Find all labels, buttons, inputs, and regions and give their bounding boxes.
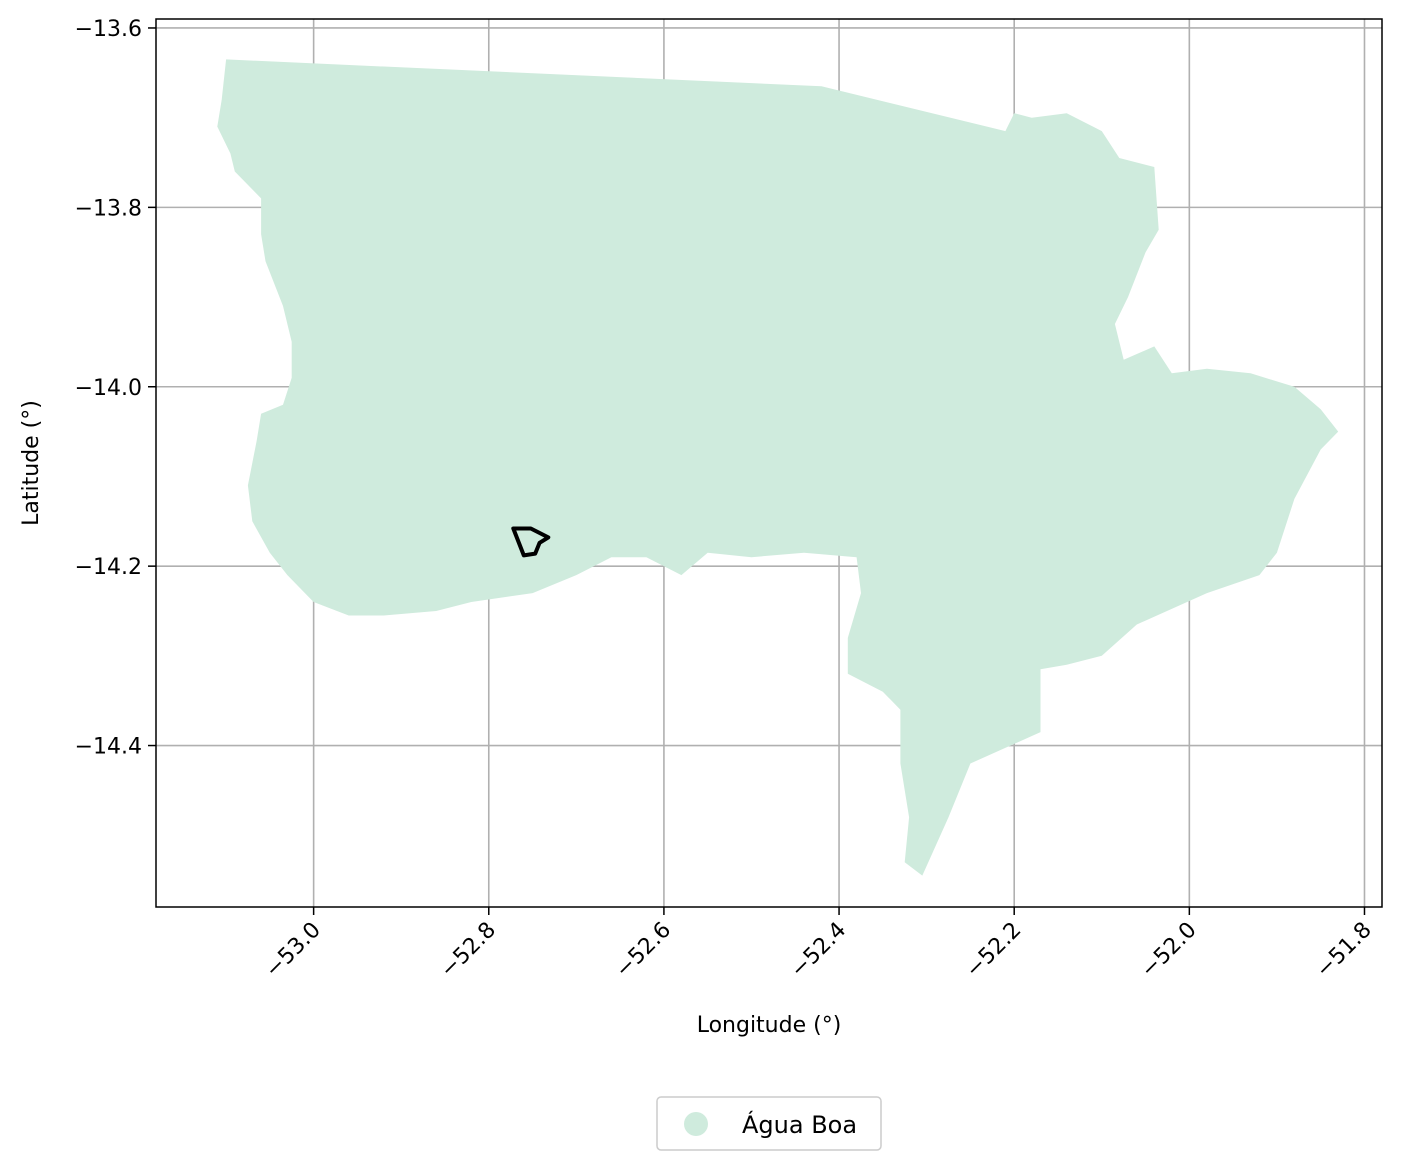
legend: Água Boa <box>656 1096 882 1151</box>
y-tick-label: −13.6 <box>75 17 142 42</box>
y-axis-label: Latitude (°) <box>19 400 44 526</box>
legend-box <box>656 1096 882 1151</box>
y-tick-label: −14.4 <box>75 735 142 760</box>
agua-boa-region <box>217 59 1339 876</box>
plot-frame <box>155 18 1383 908</box>
y-tick-label: −14.2 <box>75 555 142 580</box>
y-tick-label: −14.0 <box>75 376 142 401</box>
y-tick-label: −13.8 <box>75 196 142 221</box>
legend-marker-agua-boa <box>684 1112 708 1136</box>
legend-label-agua-boa: Água Boa <box>742 1110 857 1139</box>
highlighted-area-outline <box>511 526 551 558</box>
x-axis-label: Longitude (°) <box>697 1013 842 1038</box>
